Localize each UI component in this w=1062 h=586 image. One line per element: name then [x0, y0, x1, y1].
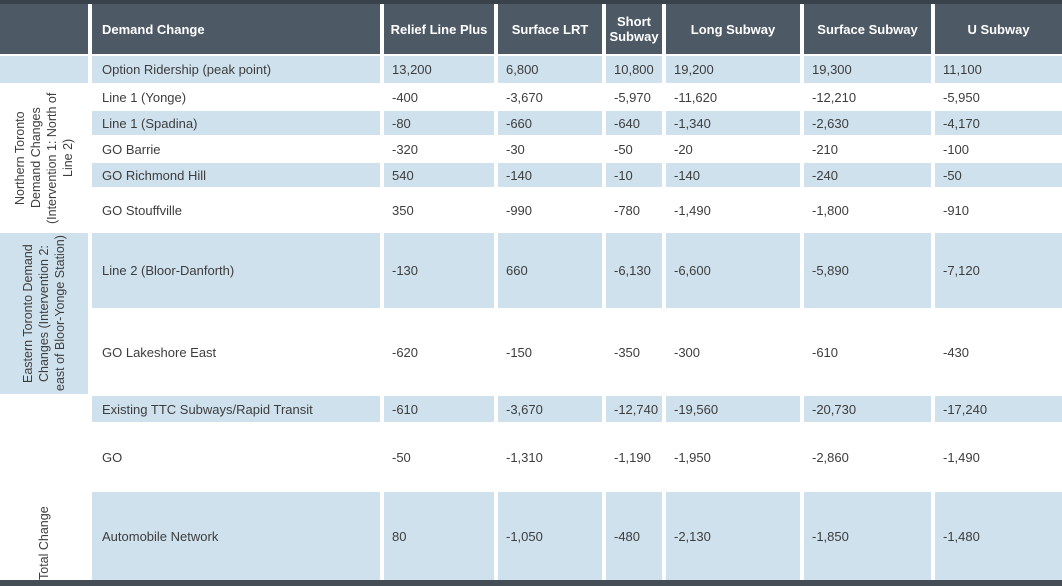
column-header-long-subway: Long Subway: [666, 4, 800, 54]
value-cell: 350: [392, 202, 414, 218]
value-cell: -480: [606, 492, 662, 580]
column-header-relief-line-plus: Relief Line Plus: [384, 4, 494, 54]
column-header-short-subway: Short Subway: [606, 4, 662, 54]
value-cell: -10: [606, 163, 662, 187]
row-label: GO Barrie: [102, 141, 161, 157]
value-cell: -1,490: [943, 449, 980, 465]
value-cell: -140: [666, 163, 800, 187]
value-cell: -80: [384, 111, 494, 135]
table-bottom-border: [0, 580, 1062, 586]
group-label-eastern: Eastern Toronto Demand Changes (Interven…: [0, 233, 88, 394]
value-cell: -350: [614, 344, 641, 360]
value-cell: -2,630: [804, 111, 931, 135]
value-cell: -20,730: [804, 396, 931, 422]
value-cell: -3,670: [498, 396, 602, 422]
row-label: GO: [102, 449, 123, 465]
value-cell: -3,670: [506, 89, 543, 105]
value-cell: -150: [506, 344, 533, 360]
value-cell: -2,130: [666, 492, 800, 580]
column-header-u-subway: U Subway: [935, 4, 1062, 54]
value-cell: -610: [384, 396, 494, 422]
value-cell: -210: [812, 141, 839, 157]
column-header-surface-lrt: Surface LRT: [498, 4, 602, 54]
value-cell: -50: [935, 163, 1062, 187]
value-cell: -780: [614, 202, 641, 218]
value-cell: -5,950: [943, 89, 980, 105]
value-cell: -1,490: [674, 202, 711, 218]
row-label: Existing TTC Subways/Rapid Transit: [92, 396, 380, 422]
value-cell: -2,860: [812, 449, 849, 465]
value-cell: -17,240: [935, 396, 1062, 422]
value-cell: -30: [506, 141, 525, 157]
group-label-total-change: Total Change: [0, 396, 88, 580]
value-cell: 660: [498, 233, 602, 308]
value-cell: -5,890: [804, 233, 931, 308]
table-top-border: [0, 0, 1062, 4]
value-cell: -240: [804, 163, 931, 187]
value-cell: -640: [606, 111, 662, 135]
row-label: GO Richmond Hill: [92, 163, 380, 187]
value-cell: -1,800: [812, 202, 849, 218]
row-label: GO Lakeshore East: [102, 344, 217, 360]
group-label-total-change-text: Total Change: [37, 506, 51, 580]
value-cell: -1,850: [804, 492, 931, 580]
value-cell: -1,480: [935, 492, 1062, 580]
value-cell: -1,340: [666, 111, 800, 135]
value-cell: -1,190: [614, 449, 651, 465]
value-cell: -1,050: [498, 492, 602, 580]
group-label-northern-text: Northern Toronto Demand Changes (Interve…: [13, 92, 75, 224]
table-grid: Demand Change Relief Line Plus Surface L…: [0, 4, 1062, 580]
value-cell: -50: [392, 449, 411, 465]
row-label: Option Ridership (peak point): [92, 56, 380, 83]
group-label-northern: Northern Toronto Demand Changes (Interve…: [0, 85, 88, 231]
value-cell: -990: [506, 202, 533, 218]
value-cell: 19,200: [666, 56, 800, 83]
value-cell: 13,200: [384, 56, 494, 83]
value-cell: -1,310: [506, 449, 543, 465]
value-cell: -430: [943, 344, 970, 360]
value-cell: -400: [392, 89, 419, 105]
value-cell: -1,950: [674, 449, 711, 465]
value-cell: -300: [674, 344, 701, 360]
value-cell: -19,560: [666, 396, 800, 422]
value-cell: 19,300: [804, 56, 931, 83]
value-cell: 11,100: [935, 56, 1062, 83]
value-cell: -7,120: [935, 233, 1062, 308]
group-label-eastern-text: Eastern Toronto Demand Changes (Interven…: [21, 235, 67, 392]
group-spacer-cell: [0, 56, 88, 83]
value-cell: -100: [943, 141, 970, 157]
value-cell: 540: [384, 163, 494, 187]
column-header-surface-subway: Surface Subway: [804, 4, 931, 54]
value-cell: -12,740: [606, 396, 662, 422]
value-cell: -5,970: [614, 89, 651, 105]
row-label: Line 2 (Bloor-Danforth): [92, 233, 380, 308]
value-cell: 6,800: [498, 56, 602, 83]
corner-header-cell: [0, 4, 88, 54]
row-label: GO Stouffville: [102, 202, 182, 218]
value-cell: -140: [498, 163, 602, 187]
value-cell: -6,600: [666, 233, 800, 308]
value-cell: -620: [392, 344, 419, 360]
value-cell: -910: [943, 202, 970, 218]
value-cell: 80: [384, 492, 494, 580]
column-header-demand-change: Demand Change: [92, 4, 380, 54]
value-cell: -50: [614, 141, 633, 157]
row-label: Line 1 (Yonge): [102, 89, 187, 105]
value-cell: -12,210: [812, 89, 857, 105]
value-cell: -660: [498, 111, 602, 135]
value-cell: -610: [812, 344, 839, 360]
value-cell: 10,800: [606, 56, 662, 83]
value-cell: -11,620: [674, 89, 718, 105]
row-label: Line 1 (Spadina): [92, 111, 380, 135]
value-cell: -20: [674, 141, 693, 157]
value-cell: -4,170: [935, 111, 1062, 135]
value-cell: -320: [392, 141, 419, 157]
row-label: Automobile Network: [92, 492, 380, 580]
value-cell: -6,130: [606, 233, 662, 308]
value-cell: -130: [384, 233, 494, 308]
